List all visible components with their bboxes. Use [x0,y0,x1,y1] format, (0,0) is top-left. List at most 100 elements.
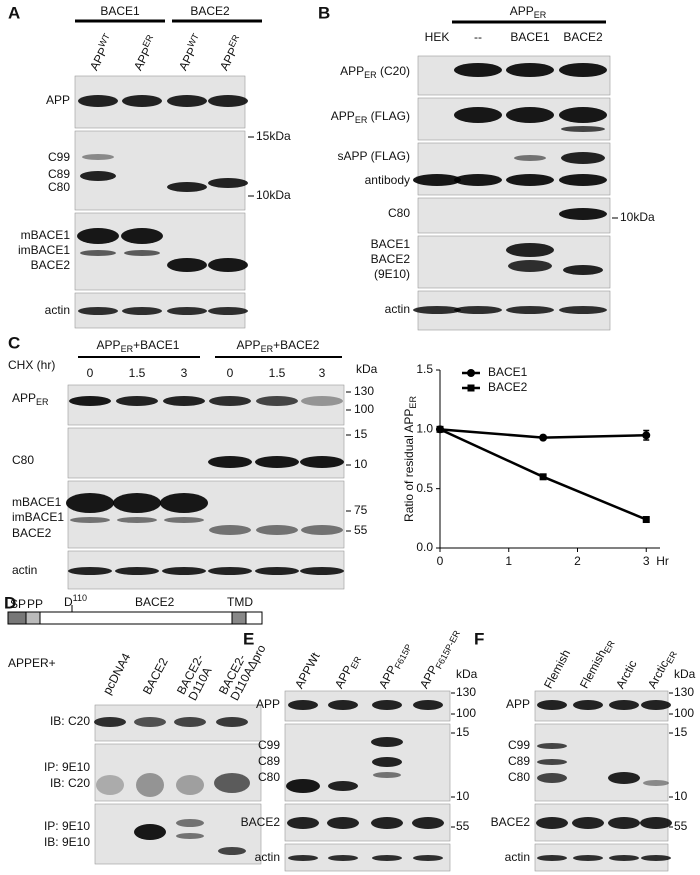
band [506,107,554,123]
lane-label: FlemishER [577,636,617,692]
marker-label: 10 [354,457,368,471]
row-label: mBACE1 [21,228,71,242]
marker-label: 10kDa [256,188,291,202]
panel-letter: F [474,629,484,648]
band [537,700,567,710]
marker-label: 10 [674,789,688,803]
marker-label: 10kDa [620,210,655,224]
text-part: APP [331,109,355,123]
row-label: C89 [258,754,280,768]
lane-label: -- [474,30,482,44]
text-part: APP [176,45,200,73]
band [413,855,443,861]
row-label: IB: C20 [50,776,90,790]
unit-label: kDa [674,667,696,681]
text-part: Ratio of residual APP [402,409,416,522]
band [454,174,502,186]
marker-label: 15 [354,427,368,441]
row-label: APPER (FLAG) [331,109,410,125]
point [642,431,651,440]
text-part: APP [87,45,111,73]
row-label: BACE2 [31,258,71,272]
row-label: actin [12,563,37,577]
band [559,174,607,186]
lane-label: APPF615P [376,640,414,692]
text-part: D [64,595,73,609]
band [506,306,554,314]
marker-label: 15kDa [256,129,291,143]
marker-label: 100 [674,706,694,720]
row-label: actin [45,303,70,317]
lane-label: BACE1 [510,30,550,44]
text-part: Flemish [577,647,609,691]
band [372,757,402,767]
domain-label: TMD [227,595,253,609]
band [176,775,204,795]
lane-label: Flemish [541,647,573,691]
legend-marker [467,369,475,377]
band [286,779,320,793]
domain-label: BACE2 [135,595,175,609]
row-label: sAPP (FLAG) [338,149,410,163]
row-label: IP: 9E10 [44,819,90,833]
band [176,819,204,827]
y-tick-label: 1.0 [416,422,433,436]
legend-label: BACE1 [488,365,528,379]
prefix-label: APPER+ [8,656,56,670]
text-part: +BACE1 [133,338,180,352]
row-label: BACE2 [241,815,281,829]
band [506,174,554,186]
band [70,517,110,523]
band [77,228,119,244]
band [537,855,567,861]
text-part: APP [12,391,36,405]
blot [67,384,345,426]
band [301,525,343,535]
band [373,772,401,778]
band [454,306,502,314]
band [454,107,502,123]
band [176,833,204,839]
band [209,525,251,535]
marker-label: 130 [456,685,476,699]
text-part: (FLAG) [367,109,410,123]
band [514,155,546,161]
lane-label: Arctic [613,658,639,691]
treatment-label: CHX (hr) [8,358,55,372]
row-label: C80 [508,770,530,784]
band [78,307,118,315]
band [78,95,118,107]
band [561,126,605,132]
text-part: ER [141,33,156,49]
band [208,307,248,315]
blot [67,480,345,549]
band [167,182,207,192]
band [412,817,444,829]
row-label: C99 [258,738,280,752]
point [539,473,547,481]
text-part: 110 [73,593,87,603]
time-label: 0 [87,366,94,380]
band [80,250,116,256]
band [300,456,344,468]
unit-label: kDa [456,667,478,681]
lane-label: BACE2 [563,30,603,44]
band [122,95,162,107]
marker-label: 55 [674,819,688,833]
band [327,817,359,829]
text-part: APP [97,338,121,352]
row-label: antibody [365,173,410,187]
band [256,525,298,535]
text-part: APP [131,45,155,73]
legend-marker [467,384,475,392]
band [167,95,207,107]
row-label: actin [385,302,410,316]
text-part: ER [364,70,377,80]
marker-label: 130 [354,384,374,398]
text-part: ER [121,344,134,354]
text-part: ER [261,344,274,354]
marker-label: 10 [456,789,470,803]
lane-label: APPF615P-ER [417,626,463,692]
band [573,855,603,861]
